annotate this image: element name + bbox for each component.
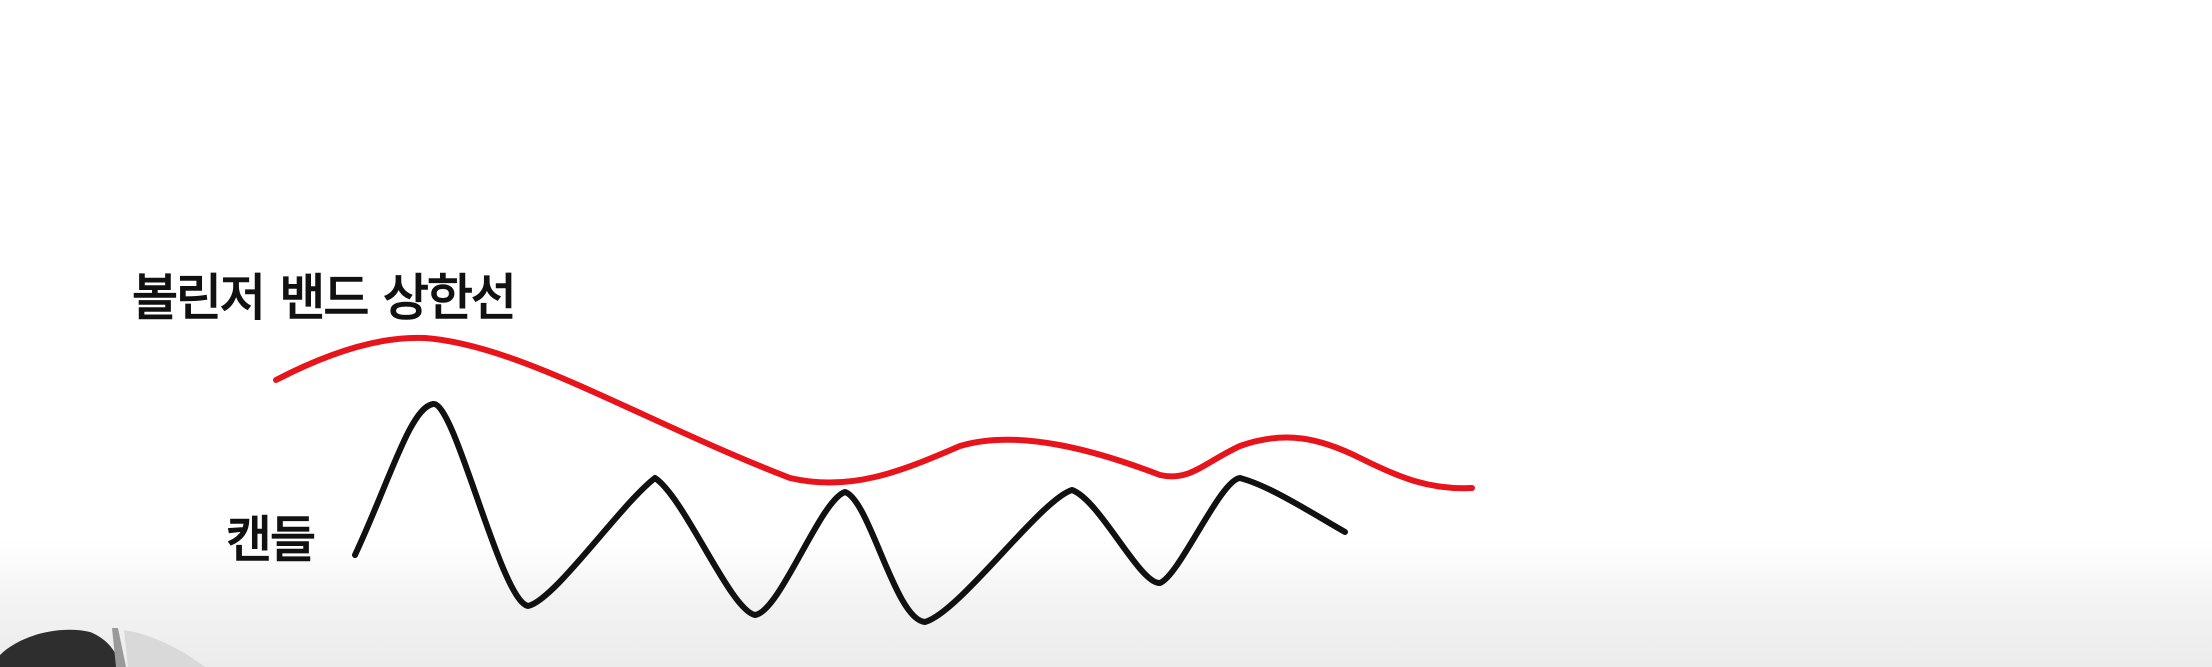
upper-band-label: 볼린저 밴드 상한선 bbox=[132, 269, 517, 327]
bollinger-upper-band-line bbox=[273, 334, 1475, 492]
candle-label: 캔들 bbox=[226, 511, 316, 569]
presenter-photo-fragment bbox=[0, 628, 205, 667]
candle-price-line bbox=[352, 401, 1348, 625]
